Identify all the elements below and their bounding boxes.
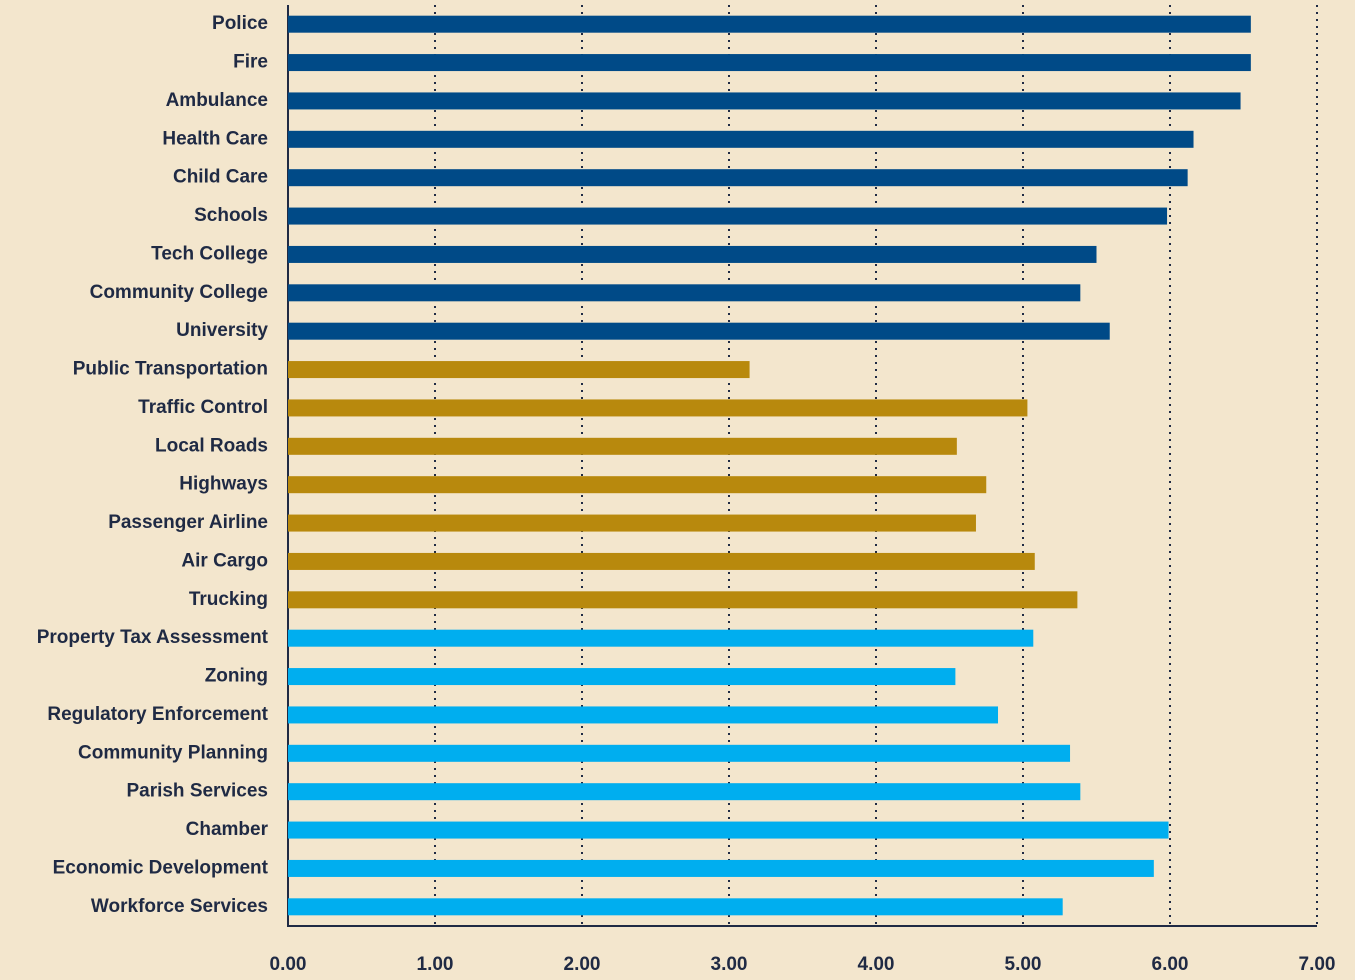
y-tick-label: Ambulance — [166, 90, 268, 111]
y-tick-label: Child Care — [173, 167, 268, 188]
x-tick-label: 7.00 — [1299, 954, 1336, 975]
y-tick-label: Community College — [90, 282, 268, 303]
bar — [288, 361, 750, 379]
y-tick-label: Passenger Airline — [108, 512, 268, 533]
bar — [288, 399, 1028, 417]
y-tick-label: Schools — [194, 205, 268, 226]
x-tick-label: 4.00 — [858, 954, 895, 975]
bar — [288, 130, 1194, 148]
y-tick-label: Zoning — [205, 666, 268, 687]
y-tick-label: Police — [212, 13, 268, 34]
y-tick-label: Regulatory Enforcement — [47, 704, 268, 725]
bar — [288, 706, 999, 724]
y-tick-label: Highways — [179, 474, 268, 495]
x-tick-label: 0.00 — [270, 954, 307, 975]
y-tick-label: Chamber — [186, 819, 269, 840]
y-tick-label: Fire — [233, 52, 268, 73]
bar — [288, 284, 1081, 302]
bar — [288, 437, 957, 455]
x-tick-label: 5.00 — [1005, 954, 1042, 975]
y-tick-label: Local Roads — [155, 435, 268, 456]
y-tick-label: Traffic Control — [138, 397, 268, 418]
y-tick-label: Public Transportation — [73, 359, 268, 380]
y-tick-label: Trucking — [189, 589, 268, 610]
x-tick-label: 2.00 — [564, 954, 601, 975]
bar — [288, 898, 1063, 916]
y-tick-label: Parish Services — [126, 781, 268, 802]
bar — [288, 476, 987, 494]
bar — [288, 591, 1078, 609]
bar — [288, 15, 1251, 33]
bar — [288, 629, 1034, 647]
bar — [288, 169, 1188, 187]
bar — [288, 552, 1035, 570]
x-tick-label: 1.00 — [417, 954, 454, 975]
y-tick-label: Tech College — [151, 243, 268, 264]
bar — [288, 821, 1169, 839]
y-tick-label: Community Planning — [78, 742, 268, 763]
bar — [288, 245, 1097, 263]
y-tick-label: Air Cargo — [181, 550, 268, 571]
bar — [288, 668, 956, 686]
bar — [288, 744, 1071, 762]
bar — [288, 322, 1110, 340]
y-tick-label: University — [176, 320, 268, 341]
bar — [288, 514, 976, 532]
bar — [288, 92, 1241, 110]
y-tick-label: Health Care — [162, 128, 268, 149]
bar — [288, 207, 1168, 225]
y-tick-label: Economic Development — [53, 857, 269, 878]
x-tick-label: 6.00 — [1152, 954, 1189, 975]
bar — [288, 859, 1154, 877]
x-tick-label: 3.00 — [711, 954, 748, 975]
y-tick-label: Property Tax Assessment — [37, 627, 269, 648]
bar — [288, 783, 1081, 801]
y-tick-label: Workforce Services — [91, 896, 268, 917]
bar — [288, 54, 1251, 72]
